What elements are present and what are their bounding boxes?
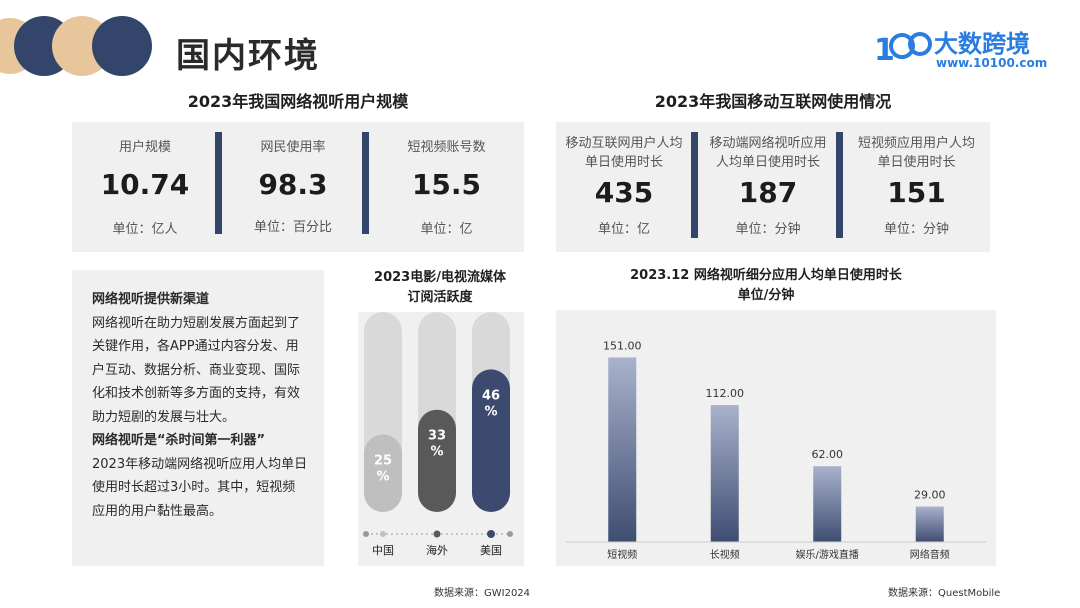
value-unit-label: %	[484, 404, 497, 419]
axis-dot	[487, 530, 495, 538]
logo-url: www.10100.com	[936, 56, 1048, 70]
value-label: 112.00	[706, 387, 745, 400]
bar-短视频	[608, 357, 637, 542]
svg-text:1: 1	[874, 33, 895, 68]
axis-dot	[380, 531, 386, 537]
value-label: 46	[482, 388, 500, 403]
brand-logo: 1 大数跨境 www.10100.com	[872, 18, 1052, 74]
bar-娱乐/游戏直播	[813, 466, 842, 542]
logo-mark-icon: 1	[874, 32, 932, 68]
stat-value: 10.74	[100, 168, 190, 201]
stat-user-scale: 用户规模 10.74 单位：亿人	[72, 122, 218, 252]
streaming-chart: 25%33%46%中国 海外 美国	[358, 312, 524, 566]
axis-dot	[433, 530, 441, 538]
bar-长视频	[710, 405, 739, 542]
text-heading-time-killer: 网络视听是“杀时间第一利器”	[92, 433, 266, 448]
bar-网络音频	[915, 506, 944, 542]
value-unit-label: %	[430, 445, 443, 460]
stat-divider	[691, 132, 698, 238]
streaming-chart-title-line2: 订阅活跃度	[407, 290, 473, 305]
stat-label: 用户规模	[118, 140, 171, 155]
stat-usage-rate: 网民使用率 98.3 单位：百分比	[222, 122, 364, 252]
stat-label-line2: 单日使用时长	[584, 155, 663, 170]
stat-label-line1: 移动互联网用户人均	[565, 136, 683, 151]
usage-chart-title: 2023.12 网络视听细分应用人均单日使用时长	[630, 268, 902, 283]
usage-chart-subtitle: 单位/分钟	[737, 288, 795, 303]
text-heading-new-channel: 网络视听提供新渠道	[92, 292, 210, 307]
category-label: 海外	[426, 543, 448, 557]
stat-value: 15.5	[411, 168, 482, 201]
stat-label: 网民使用率	[260, 140, 326, 155]
usage-chart: 151.00 短视频 112.00 长视频 62.00 娱乐/游戏直播 29.00 网络音频	[556, 310, 996, 566]
stat-unit: 单位：分钟	[883, 222, 949, 237]
stat-value: 98.3	[258, 168, 328, 201]
stat-label: 短视频账号数	[407, 140, 486, 155]
bar-中国	[364, 434, 402, 512]
category-label: 娱乐/游戏直播	[796, 548, 859, 561]
page-title: 国内环境	[176, 36, 320, 76]
value-label: 25	[374, 454, 392, 469]
stat-short-video-daily-time: 短视频应用用户人均 单日使用时长 151 单位：分钟	[843, 122, 990, 252]
category-label: 短视频	[607, 548, 637, 561]
bar-海外	[418, 409, 456, 512]
stat-unit: 单位：亿	[420, 222, 473, 237]
left-section-title: 2023年我国网络视听用户规模	[187, 92, 409, 111]
usage-chart-source: 数据来源：QuestMobile	[888, 588, 1001, 599]
stat-mobile-daily-time: 移动互联网用户人均 单日使用时长 435 单位：亿	[556, 122, 692, 252]
stat-unit: 单位：亿	[597, 222, 650, 237]
axis-dot	[363, 531, 369, 537]
stat-label-line1: 移动端网络视听应用	[709, 136, 827, 151]
decor-circle-navy-2	[92, 16, 152, 76]
stat-label-line2: 人均单日使用时长	[715, 155, 820, 170]
stat-short-video-accounts: 短视频账号数 15.5 单位：亿	[369, 122, 524, 252]
stat-value: 187	[738, 176, 798, 209]
user-scale-panel: 用户规模 10.74 单位：亿人 网民使用率 98.3 单位：百分比 短视频账号…	[72, 122, 524, 252]
value-label: 33	[428, 429, 446, 444]
value-label: 29.00	[914, 489, 946, 502]
text-panel: 网络视听提供新渠道 网络视听在助力短剧发展方面起到了关键作用，各APP通过内容分…	[72, 270, 324, 566]
category-label: 美国	[480, 544, 502, 557]
mobile-internet-panel: 移动互联网用户人均 单日使用时长 435 单位：亿 移动端网络视听应用 人均单日…	[556, 122, 990, 252]
stat-label-line2: 单日使用时长	[877, 155, 956, 170]
category-label: 中国	[372, 544, 394, 557]
stat-unit: 单位：亿人	[112, 222, 178, 237]
logo-name: 大数跨境	[934, 30, 1030, 58]
bar-美国	[472, 369, 510, 512]
category-label: 长视频	[710, 548, 740, 561]
axis-dot	[507, 531, 513, 537]
stat-av-app-daily-time: 移动端网络视听应用 人均单日使用时长 187 单位：分钟	[698, 122, 838, 252]
stat-unit: 单位：百分比	[253, 220, 332, 235]
stat-value: 435	[594, 176, 654, 209]
stat-value: 151	[887, 176, 946, 209]
streaming-chart-title-line1: 2023电影/电视流媒体	[374, 270, 506, 285]
value-label: 151.00	[603, 339, 642, 352]
category-label: 网络音频	[910, 548, 950, 561]
stat-divider	[215, 132, 222, 234]
text-body-time-killer: 2023年移动端网络视听应用人均单日使用时长超过3小时。其中，短视频应用的用户黏…	[92, 456, 308, 519]
stat-divider	[362, 132, 369, 234]
streaming-chart-source: 数据来源：GWI2024	[434, 588, 531, 599]
stat-label-line1: 短视频应用用户人均	[857, 136, 975, 151]
value-unit-label: %	[376, 470, 389, 485]
value-label: 62.00	[812, 448, 844, 461]
stat-unit: 单位：分钟	[735, 222, 801, 237]
stat-divider	[836, 132, 843, 238]
text-body-new-channel: 网络视听在助力短剧发展方面起到了关键作用，各APP通过内容分发、用户互动、数据分…	[92, 315, 301, 425]
right-section-title: 2023年我国移动互联网使用情况	[654, 92, 892, 111]
